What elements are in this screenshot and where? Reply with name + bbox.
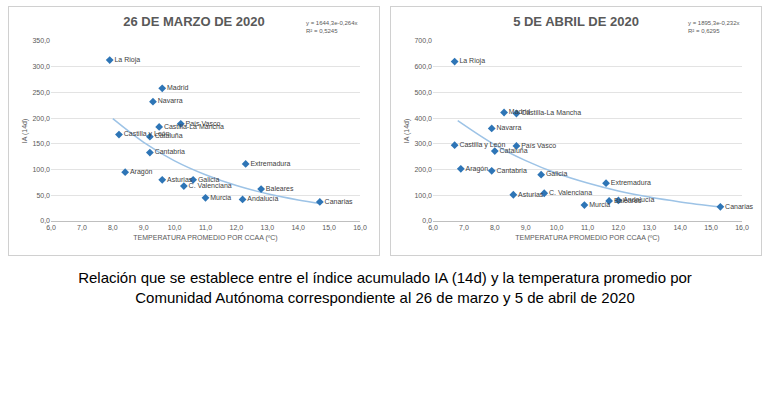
svg-text:Extremadura: Extremadura bbox=[250, 160, 290, 167]
svg-text:País Vasco: País Vasco bbox=[186, 120, 221, 127]
svg-text:9,0: 9,0 bbox=[139, 224, 149, 231]
svg-text:13,0: 13,0 bbox=[260, 224, 274, 231]
svg-text:Aragón: Aragón bbox=[466, 165, 489, 173]
svg-text:6,0: 6,0 bbox=[428, 224, 438, 231]
svg-text:12,0: 12,0 bbox=[230, 224, 244, 231]
svg-text:13,0: 13,0 bbox=[642, 224, 656, 231]
svg-text:Extremadura: Extremadura bbox=[611, 179, 651, 186]
svg-text:y = 1644,3e-0,264xR² = 0,5245: y = 1644,3e-0,264xR² = 0,5245 bbox=[306, 20, 358, 34]
svg-text:200,0: 200,0 bbox=[414, 166, 432, 173]
svg-text:Baleares: Baleares bbox=[266, 185, 294, 192]
svg-text:Aragón: Aragón bbox=[130, 168, 153, 176]
svg-text:Andalucía: Andalucía bbox=[247, 195, 278, 202]
svg-text:15,0: 15,0 bbox=[322, 224, 336, 231]
svg-text:300,0: 300,0 bbox=[414, 140, 432, 147]
svg-text:Baleares: Baleares bbox=[614, 197, 642, 204]
svg-text:400,0: 400,0 bbox=[414, 115, 432, 122]
svg-text:14,0: 14,0 bbox=[673, 224, 687, 231]
svg-text:Cataluña: Cataluña bbox=[155, 132, 183, 139]
svg-text:16,0: 16,0 bbox=[353, 224, 367, 231]
svg-text:Castilla y León: Castilla y León bbox=[459, 141, 505, 149]
svg-text:Cataluña: Cataluña bbox=[500, 147, 528, 154]
svg-text:200,0: 200,0 bbox=[32, 115, 50, 122]
svg-text:Asturias: Asturias bbox=[167, 176, 193, 183]
svg-text:300,0: 300,0 bbox=[32, 63, 50, 70]
svg-text:250,0: 250,0 bbox=[32, 89, 50, 96]
svg-text:Madrid: Madrid bbox=[167, 84, 189, 91]
svg-text:Canarias: Canarias bbox=[325, 198, 354, 205]
html-text:Relación que se establece entr: Relación que se establece entre el índic… bbox=[78, 269, 692, 306]
svg-text:26 DE MARZO DE 2020: 26 DE MARZO DE 2020 bbox=[123, 14, 265, 29]
svg-text:12,0: 12,0 bbox=[612, 224, 626, 231]
svg-text:15,0: 15,0 bbox=[704, 224, 718, 231]
svg-text:0,0: 0,0 bbox=[422, 217, 432, 224]
svg-text:Galicia: Galicia bbox=[546, 170, 568, 177]
svg-text:9,0: 9,0 bbox=[521, 224, 531, 231]
svg-text:150,0: 150,0 bbox=[32, 140, 50, 147]
svg-text:Castilla-La Mancha: Castilla-La Mancha bbox=[521, 109, 581, 116]
svg-text:100,0: 100,0 bbox=[32, 166, 50, 173]
svg-text:Asturias: Asturias bbox=[518, 191, 544, 198]
svg-text:Murcia: Murcia bbox=[589, 201, 610, 208]
svg-text:La Rioja: La Rioja bbox=[459, 57, 485, 65]
svg-text:7,0: 7,0 bbox=[459, 224, 469, 231]
svg-text:8,0: 8,0 bbox=[108, 224, 118, 231]
svg-text:Navarra: Navarra bbox=[496, 124, 521, 131]
svg-text:País Vasco: País Vasco bbox=[521, 142, 556, 149]
svg-text:16,0: 16,0 bbox=[735, 224, 749, 231]
svg-text:350,0: 350,0 bbox=[32, 37, 50, 44]
svg-text:TEMPERATURA PROMEDIO POR CCAA: TEMPERATURA PROMEDIO POR CCAA (ºC) bbox=[515, 234, 659, 242]
svg-text:50,0: 50,0 bbox=[36, 192, 50, 199]
svg-text:C. Valenciana: C. Valenciana bbox=[549, 189, 592, 196]
svg-text:Andalucía: Andalucía bbox=[623, 196, 654, 203]
svg-text:Castilla-La Mancha: Castilla-La Mancha bbox=[164, 123, 224, 130]
svg-text:Canarias: Canarias bbox=[725, 203, 754, 210]
svg-text:600,0: 600,0 bbox=[414, 63, 432, 70]
svg-text:11,0: 11,0 bbox=[199, 224, 212, 231]
svg-text:14,0: 14,0 bbox=[291, 224, 305, 231]
svg-text:C. Valenciana: C. Valenciana bbox=[189, 182, 232, 189]
svg-text:IA (14d): IA (14d) bbox=[21, 119, 29, 144]
svg-text:8,0: 8,0 bbox=[490, 224, 500, 231]
svg-text:700,0: 700,0 bbox=[414, 37, 432, 44]
svg-text:TEMPERATURA PROMEDIO POR CCAA: TEMPERATURA PROMEDIO POR CCAA (ºC) bbox=[133, 234, 277, 242]
svg-text:6,0: 6,0 bbox=[46, 224, 56, 231]
svg-text:10,0: 10,0 bbox=[550, 224, 564, 231]
svg-text:Cantabria: Cantabria bbox=[496, 167, 526, 174]
svg-text:10,0: 10,0 bbox=[168, 224, 182, 231]
svg-text:100,0: 100,0 bbox=[414, 192, 432, 199]
svg-text:11,0: 11,0 bbox=[581, 224, 594, 231]
svg-text:Madrid: Madrid bbox=[509, 108, 531, 115]
svg-text:Navarra: Navarra bbox=[158, 97, 183, 104]
svg-text:IA (14d): IA (14d) bbox=[403, 119, 411, 144]
svg-text:7,0: 7,0 bbox=[77, 224, 87, 231]
svg-text:Castilla y León: Castilla y León bbox=[124, 130, 170, 138]
svg-text:Cantabria: Cantabria bbox=[155, 148, 185, 155]
svg-text:5 DE ABRIL DE 2020: 5 DE ABRIL DE 2020 bbox=[513, 14, 639, 29]
svg-text:Murcia: Murcia bbox=[210, 194, 231, 201]
svg-text:y = 1895,3e-0,232xR² = 0,6295: y = 1895,3e-0,232xR² = 0,6295 bbox=[688, 20, 740, 34]
svg-text:500,0: 500,0 bbox=[414, 89, 432, 96]
svg-text:La Rioja: La Rioja bbox=[114, 56, 140, 64]
svg-text:Galicia: Galicia bbox=[198, 176, 220, 183]
svg-text:0,0: 0,0 bbox=[40, 217, 50, 224]
